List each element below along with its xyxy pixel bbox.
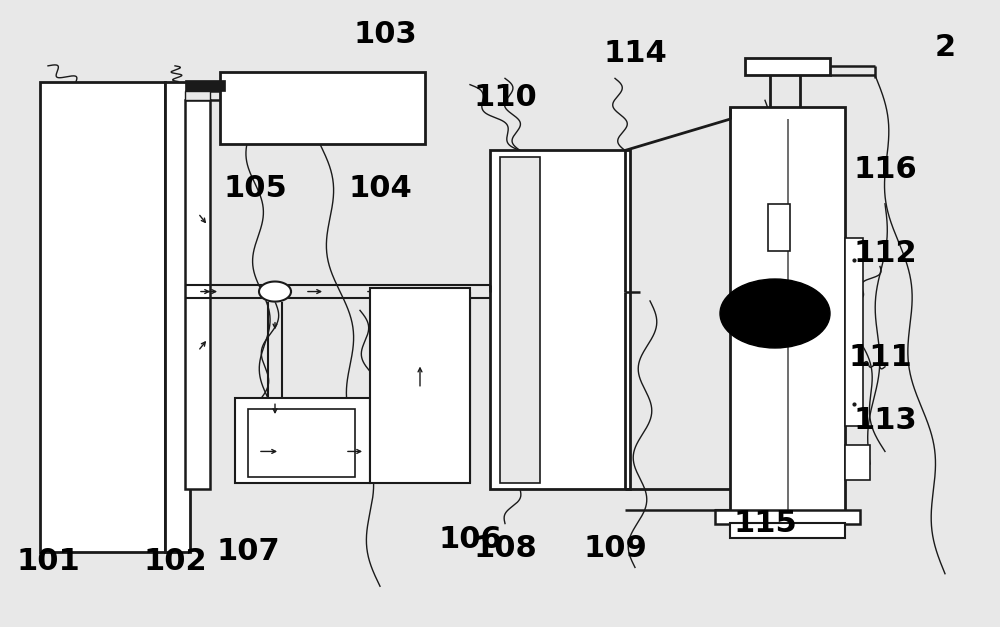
Text: 111: 111 [848,343,912,372]
Text: 109: 109 [583,534,647,563]
Bar [370,288,470,483]
Text: 101: 101 [16,547,80,576]
Text: 112: 112 [853,240,917,268]
Bar [745,58,830,75]
Text: 110: 110 [473,83,537,112]
Text: 114: 114 [603,39,667,68]
Text: 116: 116 [853,155,917,184]
Bar [730,523,845,538]
Bar [490,150,630,489]
Bar [185,100,210,489]
Bar [730,107,845,514]
Circle shape [720,279,830,348]
Text: 113: 113 [853,406,917,435]
Bar [235,398,370,483]
Bar [845,238,863,426]
Text: 102: 102 [143,547,207,576]
Bar [845,445,870,480]
Text: 106: 106 [438,525,502,554]
Text: 108: 108 [473,534,537,563]
Bar [165,82,190,552]
Text: 103: 103 [353,20,417,49]
Text: 104: 104 [348,174,412,203]
Bar [220,72,425,144]
Polygon shape [259,282,291,302]
Bar [500,157,540,483]
Text: 2: 2 [934,33,956,61]
Text: 105: 105 [223,174,287,203]
Bar [185,80,225,91]
Bar [40,82,165,552]
Bar [185,91,210,100]
Text: 115: 115 [733,509,797,538]
Bar [768,204,790,251]
Bar [715,510,860,524]
Text: 107: 107 [216,537,280,566]
Bar [248,409,355,477]
